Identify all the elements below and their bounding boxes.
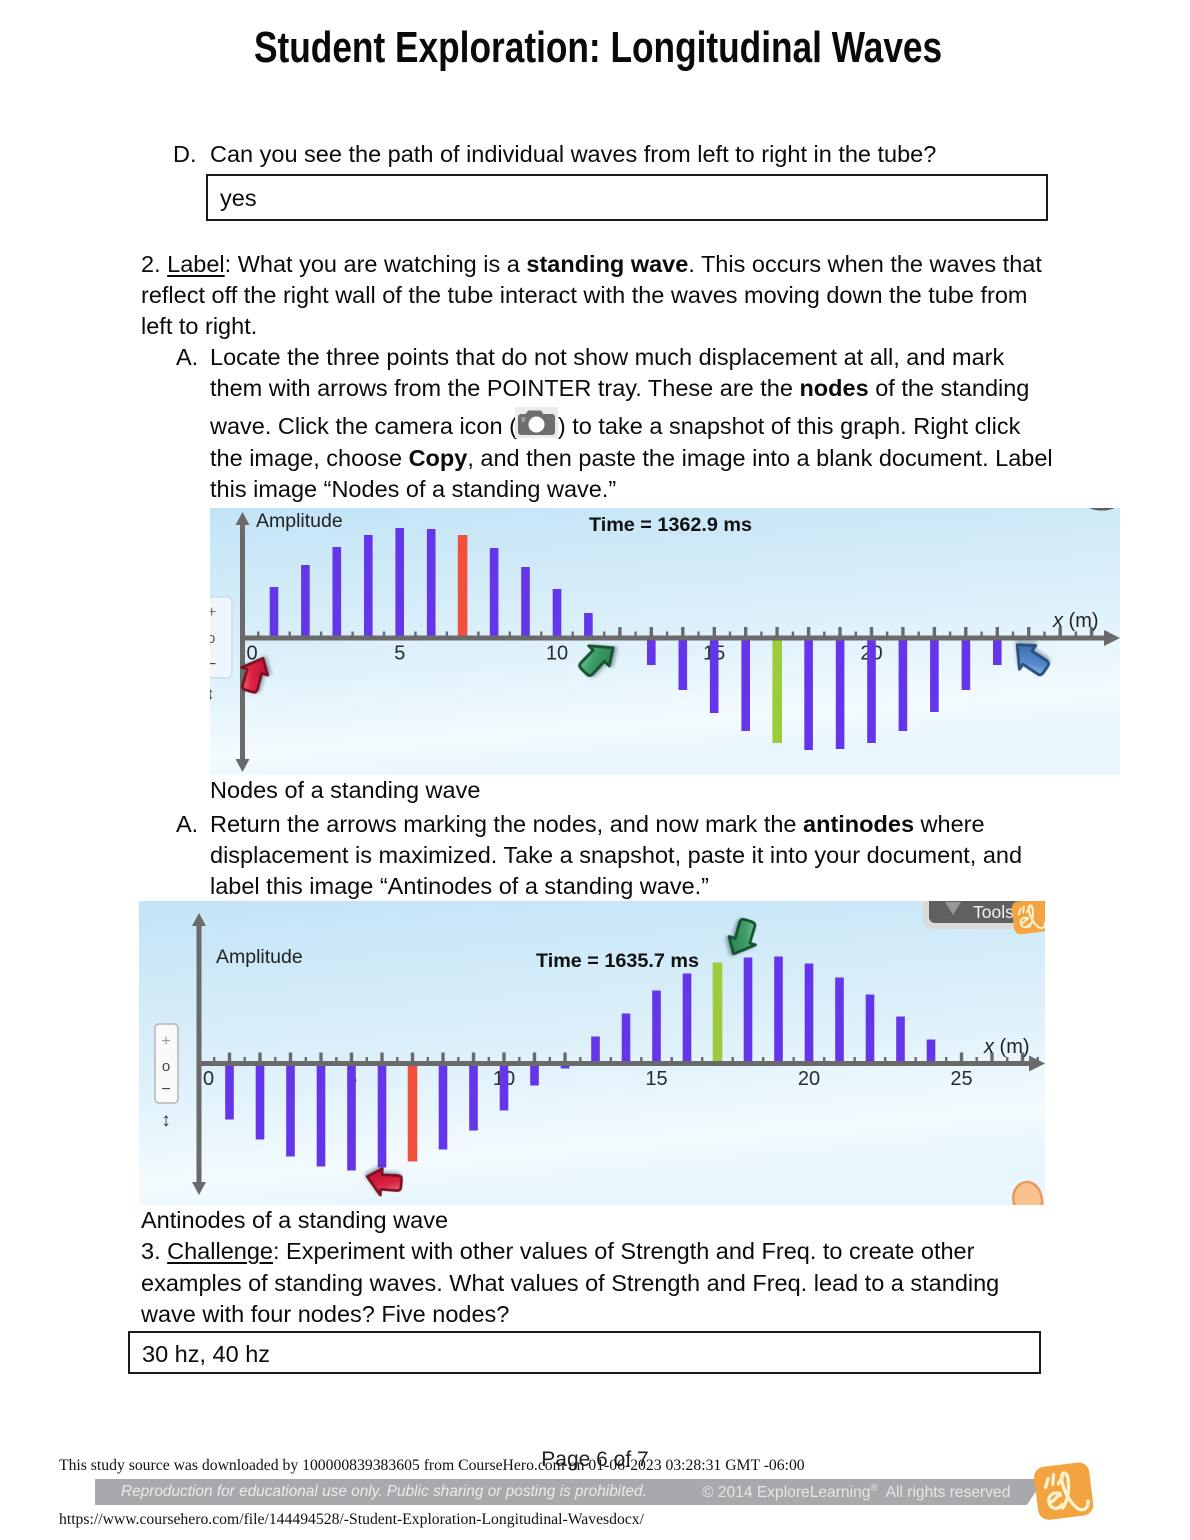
svg-text:+: + (210, 604, 216, 621)
svg-text:20: 20 (798, 1068, 820, 1090)
svg-text:↕: ↕ (161, 1110, 171, 1131)
svg-text:Time = 1635.7 ms: Time = 1635.7 ms (536, 950, 699, 972)
svg-text:Amplitude: Amplitude (216, 946, 303, 968)
svg-text:−: − (161, 1081, 170, 1098)
svg-text:−: − (210, 656, 216, 673)
svg-text:x (m): x (m) (983, 1036, 1030, 1058)
svg-text:25: 25 (950, 1068, 972, 1090)
svg-text:x (m): x (m) (1052, 610, 1099, 632)
svg-text:↕: ↕ (210, 684, 215, 703)
svg-text:Time = 1362.9 ms: Time = 1362.9 ms (589, 514, 752, 536)
svg-text:10: 10 (546, 643, 568, 665)
svg-text:5: 5 (394, 643, 405, 665)
svg-text:o: o (162, 1058, 170, 1075)
svg-text:o: o (210, 630, 215, 647)
svg-text:Tools: Tools (973, 902, 1014, 922)
svg-text:15: 15 (645, 1068, 667, 1090)
svg-text:0: 0 (247, 643, 258, 665)
svg-text:0: 0 (203, 1068, 214, 1090)
svg-text:+: + (161, 1033, 170, 1050)
svg-text:Amplitude: Amplitude (256, 510, 343, 532)
